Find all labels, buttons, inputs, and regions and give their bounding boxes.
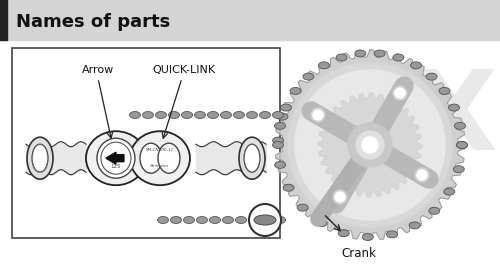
Ellipse shape <box>220 112 232 118</box>
Ellipse shape <box>239 137 265 179</box>
Polygon shape <box>275 50 465 240</box>
Ellipse shape <box>374 50 385 57</box>
Ellipse shape <box>86 131 146 185</box>
Ellipse shape <box>168 112 179 118</box>
Ellipse shape <box>158 216 168 224</box>
Ellipse shape <box>274 216 285 224</box>
Ellipse shape <box>260 112 270 118</box>
Text: Arrow: Arrow <box>82 65 114 75</box>
Circle shape <box>288 63 452 227</box>
Text: Names of parts: Names of parts <box>16 13 170 31</box>
Ellipse shape <box>272 137 283 144</box>
Polygon shape <box>318 93 422 197</box>
Text: X: X <box>412 67 498 174</box>
Ellipse shape <box>456 142 468 148</box>
Ellipse shape <box>234 112 244 118</box>
Ellipse shape <box>318 62 330 69</box>
Ellipse shape <box>454 166 464 173</box>
Circle shape <box>249 204 281 236</box>
Ellipse shape <box>196 216 207 224</box>
Ellipse shape <box>156 112 166 118</box>
Ellipse shape <box>355 50 366 57</box>
Ellipse shape <box>184 216 194 224</box>
Circle shape <box>417 170 427 180</box>
Ellipse shape <box>277 113 288 120</box>
Ellipse shape <box>27 137 53 179</box>
Ellipse shape <box>194 112 205 118</box>
Ellipse shape <box>410 62 422 69</box>
FancyArrow shape <box>106 152 124 164</box>
Ellipse shape <box>101 142 131 174</box>
Text: 125: 125 <box>110 164 121 169</box>
Ellipse shape <box>97 138 135 178</box>
Ellipse shape <box>386 231 398 238</box>
Ellipse shape <box>246 112 258 118</box>
Ellipse shape <box>290 87 301 94</box>
Ellipse shape <box>456 142 468 148</box>
Circle shape <box>311 108 325 122</box>
Ellipse shape <box>182 112 192 118</box>
Bar <box>12 48 280 238</box>
Text: Shimano: Shimano <box>150 164 170 168</box>
Ellipse shape <box>338 230 349 237</box>
Ellipse shape <box>32 144 48 172</box>
Ellipse shape <box>236 216 246 224</box>
Ellipse shape <box>208 112 218 118</box>
Ellipse shape <box>210 216 220 224</box>
Ellipse shape <box>283 184 294 191</box>
Text: SM-CN900-11: SM-CN900-11 <box>146 148 174 152</box>
Ellipse shape <box>262 216 272 224</box>
Circle shape <box>356 131 384 159</box>
Ellipse shape <box>272 112 283 118</box>
Ellipse shape <box>444 188 455 195</box>
Ellipse shape <box>316 220 327 227</box>
Circle shape <box>295 70 445 220</box>
Ellipse shape <box>274 161 285 168</box>
Ellipse shape <box>303 73 314 80</box>
Ellipse shape <box>158 143 180 173</box>
Circle shape <box>415 168 429 182</box>
Ellipse shape <box>248 216 260 224</box>
Ellipse shape <box>362 233 374 240</box>
Ellipse shape <box>170 216 181 224</box>
Text: QUICK-LINK: QUICK-LINK <box>152 65 216 75</box>
Circle shape <box>362 137 378 153</box>
Ellipse shape <box>274 122 285 129</box>
Circle shape <box>313 110 323 120</box>
Ellipse shape <box>439 87 450 94</box>
Text: Crank: Crank <box>341 247 376 260</box>
Ellipse shape <box>272 142 283 148</box>
Circle shape <box>348 123 392 167</box>
Ellipse shape <box>280 104 291 111</box>
Ellipse shape <box>426 73 437 80</box>
Ellipse shape <box>140 143 162 173</box>
Bar <box>0 0 7 40</box>
Ellipse shape <box>142 112 154 118</box>
Ellipse shape <box>254 215 276 225</box>
Ellipse shape <box>130 112 140 118</box>
Ellipse shape <box>222 216 234 224</box>
Circle shape <box>333 190 347 204</box>
Ellipse shape <box>244 144 260 172</box>
Circle shape <box>393 86 407 100</box>
Ellipse shape <box>448 104 460 111</box>
Bar <box>0 0 500 40</box>
Circle shape <box>395 88 405 98</box>
Circle shape <box>335 192 345 202</box>
Ellipse shape <box>454 122 466 129</box>
Ellipse shape <box>429 207 440 214</box>
Ellipse shape <box>297 204 308 211</box>
Ellipse shape <box>393 54 404 61</box>
Ellipse shape <box>336 54 347 61</box>
Ellipse shape <box>409 222 420 229</box>
Ellipse shape <box>130 131 190 185</box>
